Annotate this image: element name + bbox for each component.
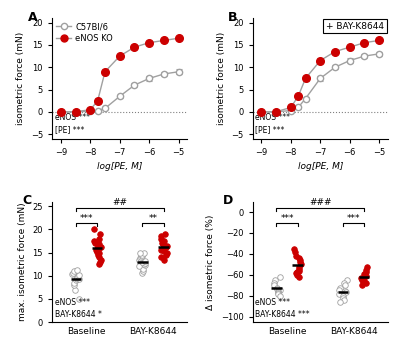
Text: A: A [28,11,37,24]
Text: B: B [228,11,238,24]
Text: ***: *** [347,214,360,223]
Text: ***: *** [280,214,294,223]
Text: eNOS ***
[PE] ***: eNOS *** [PE] *** [255,113,290,134]
Y-axis label: isometric force (mN): isometric force (mN) [217,32,226,125]
Text: ***: *** [80,214,93,223]
Text: C: C [22,194,31,207]
Y-axis label: max. isometric force (mN): max. isometric force (mN) [18,202,27,321]
Text: ###: ### [309,198,332,207]
X-axis label: log[PE, M]: log[PE, M] [97,162,142,171]
Y-axis label: Δ isometric force (%): Δ isometric force (%) [206,214,215,310]
Legend: C57Bl/6, eNOS KO: C57Bl/6, eNOS KO [56,22,113,43]
Text: eNOS ***
BAY-K8644 ***: eNOS *** BAY-K8644 *** [255,298,310,319]
Y-axis label: isometric force (mN): isometric force (mN) [16,32,25,125]
Text: ##: ## [112,198,127,207]
Text: D: D [223,194,233,207]
Text: **: ** [148,214,158,223]
Text: eNOS ***
BAY-K8644 *: eNOS *** BAY-K8644 * [55,298,102,319]
Text: + BAY-K8644: + BAY-K8644 [326,22,384,31]
Text: eNOS ***
[PE] ***: eNOS *** [PE] *** [55,113,90,134]
X-axis label: log[PE, M]: log[PE, M] [298,162,343,171]
